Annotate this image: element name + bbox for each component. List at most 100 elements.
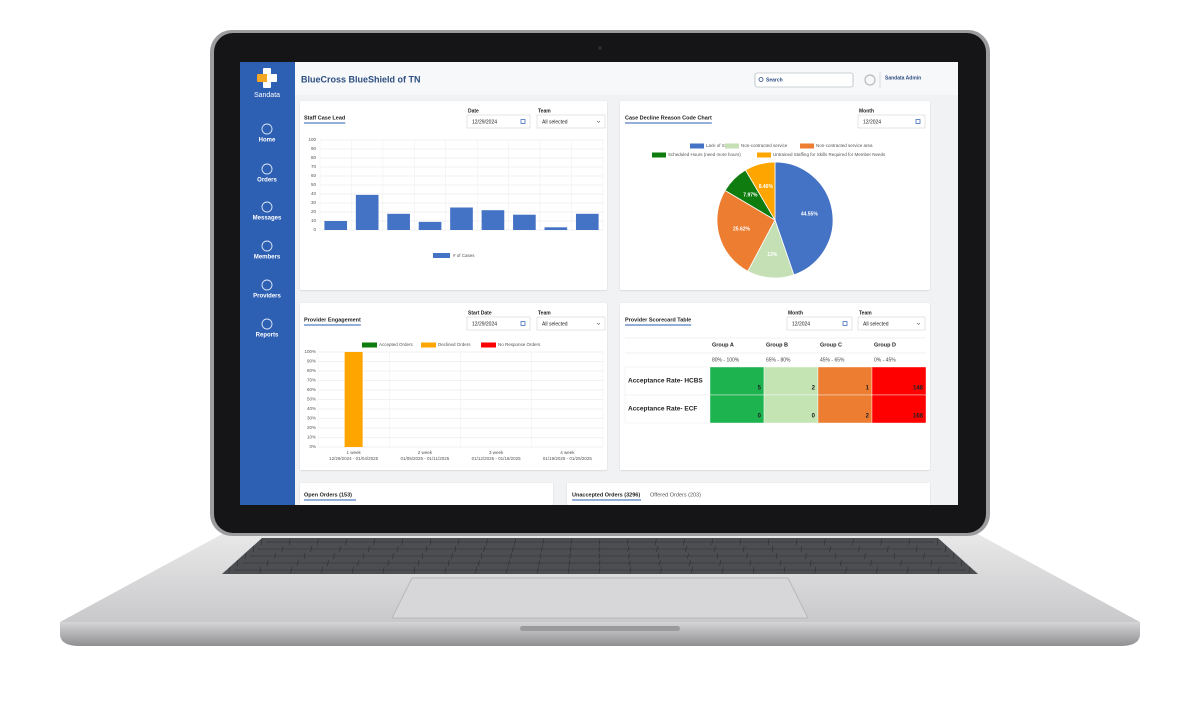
bar <box>450 207 473 230</box>
nav-item[interactable]: Reports <box>256 333 279 339</box>
key-gap <box>739 538 742 546</box>
legend-swatch <box>362 342 377 348</box>
key-gap <box>746 552 748 560</box>
bar <box>324 221 348 230</box>
key-gap <box>512 545 514 553</box>
nav-item[interactable]: Members <box>254 255 281 261</box>
key-gap <box>834 552 837 560</box>
legend-label: Declined Orders <box>438 342 471 347</box>
key-gap <box>598 566 601 574</box>
filter-value: 12/2024 <box>792 321 810 327</box>
nav-item[interactable]: Home <box>259 138 276 144</box>
key-gap <box>752 566 755 574</box>
key-gap <box>795 538 798 546</box>
filter-input[interactable] <box>466 114 531 129</box>
x-tick-label: 2 week <box>418 450 433 455</box>
nav-icon <box>261 201 273 213</box>
column-range: 45% - 65% <box>820 357 845 363</box>
key-gap <box>771 545 774 553</box>
key-gap <box>288 538 291 546</box>
key-gap <box>317 538 319 546</box>
nav-icon <box>261 123 273 135</box>
key-gap <box>401 538 404 546</box>
key-gap <box>567 566 570 574</box>
settings-icon[interactable] <box>864 74 876 86</box>
key-gap <box>539 552 542 560</box>
filter-label: Team <box>538 108 551 114</box>
laptop-lip <box>60 622 1140 646</box>
filter-input[interactable] <box>857 114 926 129</box>
bar <box>513 214 536 230</box>
key-gap <box>514 538 516 546</box>
pie-slice <box>716 189 776 272</box>
key-gap <box>569 545 572 553</box>
key-gap <box>800 545 803 553</box>
key-gap <box>952 552 955 560</box>
key-gap <box>252 545 255 553</box>
slice-label: 44.55% <box>801 212 819 218</box>
legend-label: No Response Orders <box>498 342 541 347</box>
key-gap <box>683 538 685 546</box>
key-gap <box>628 559 631 567</box>
filter-input[interactable] <box>536 316 606 331</box>
search-box[interactable] <box>754 72 854 88</box>
user-menu[interactable]: Sandata Admin <box>885 75 921 81</box>
legend-swatch <box>800 143 814 149</box>
bar <box>575 213 599 230</box>
key-gap <box>775 552 778 560</box>
filter-input[interactable] <box>786 316 853 331</box>
x-tick-range: 12/29/2024 - 01/04/2025 <box>329 456 379 461</box>
score-value: 0 <box>812 414 816 420</box>
tab[interactable]: Unaccepted Orders (3296) <box>572 492 640 498</box>
nav-item[interactable]: Orders <box>257 178 277 184</box>
key-gap <box>444 566 447 574</box>
key-gap <box>569 552 571 560</box>
panel-title: Case Decline Reason Code Chart <box>625 115 712 121</box>
filter-value: 12/2024 <box>863 119 881 125</box>
key-rows <box>228 538 971 574</box>
panel-title: Provider Scorecard Table <box>625 317 691 323</box>
score-cell <box>709 366 765 396</box>
key-gap <box>506 566 508 574</box>
key-gap <box>930 559 933 567</box>
tab[interactable]: Offered Orders (203) <box>650 492 701 498</box>
key-gap <box>352 566 354 574</box>
key-gap <box>429 538 432 546</box>
key-gap <box>457 538 460 546</box>
filter-input[interactable] <box>536 114 606 129</box>
key-gap <box>749 559 752 567</box>
legend-swatch <box>757 152 771 158</box>
key-gap <box>303 552 306 560</box>
nav-item[interactable]: Providers <box>253 294 281 300</box>
panel-title: Provider Engagement <box>304 317 361 323</box>
score-cell <box>709 394 765 424</box>
key-gap <box>659 559 661 567</box>
search-placeholder: Search <box>766 77 783 83</box>
key-gap <box>852 538 854 546</box>
column-header: Group C <box>820 342 842 348</box>
dropdown-caret <box>916 322 921 325</box>
key-gap <box>480 552 483 560</box>
bar <box>544 227 568 230</box>
key-gap <box>260 538 263 546</box>
filter-input[interactable] <box>857 316 926 331</box>
key-gap <box>486 538 488 546</box>
dropdown-caret <box>596 322 601 325</box>
key-gap <box>421 552 424 560</box>
calendar-icon <box>520 119 526 124</box>
key-gap <box>657 552 660 560</box>
key-gap <box>387 559 390 567</box>
key-gap <box>478 559 480 567</box>
key-gap <box>396 545 399 553</box>
filter-input[interactable] <box>466 316 531 331</box>
y-tick-label: 20 <box>311 209 317 214</box>
filter-label: Team <box>859 310 872 316</box>
filter-label: Team <box>538 310 551 316</box>
nav-item[interactable]: Messages <box>253 216 282 222</box>
key-gap <box>368 545 370 553</box>
key-gap <box>960 559 963 567</box>
key-gap <box>541 545 543 553</box>
row-label: Acceptance Rate- ECF <box>628 406 697 413</box>
key-gap <box>236 559 239 567</box>
score-value: 0 <box>758 414 762 420</box>
